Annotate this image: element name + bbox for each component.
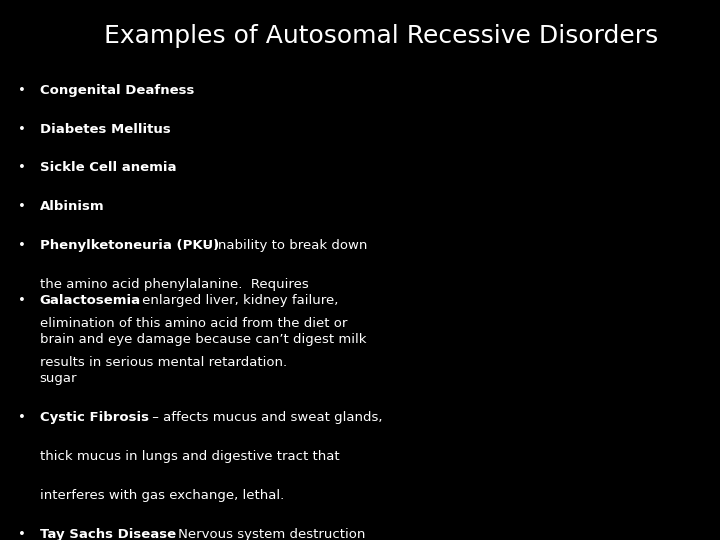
Text: – affects mucus and sweat glands,: – affects mucus and sweat glands,	[148, 411, 383, 424]
Text: Diabetes Mellitus: Diabetes Mellitus	[40, 123, 171, 136]
Text: Cystic Fibrosis: Cystic Fibrosis	[40, 411, 148, 424]
Text: results in serious mental retardation.: results in serious mental retardation.	[40, 356, 287, 369]
Text: – Inability to break down: – Inability to break down	[199, 239, 368, 252]
Text: •: •	[18, 84, 26, 97]
Text: Galactosemia: Galactosemia	[40, 294, 140, 307]
Text: thick mucus in lungs and digestive tract that: thick mucus in lungs and digestive tract…	[40, 450, 339, 463]
Text: Phenylketoneuria (PKU): Phenylketoneuria (PKU)	[40, 239, 219, 252]
Text: •: •	[18, 200, 26, 213]
Text: brain and eye damage because can’t digest milk: brain and eye damage because can’t diges…	[40, 333, 366, 346]
Text: – Nervous system destruction: – Nervous system destruction	[163, 528, 365, 540]
Text: •: •	[18, 239, 26, 252]
Text: Albinism: Albinism	[40, 200, 104, 213]
Text: the amino acid phenylalanine.  Requires: the amino acid phenylalanine. Requires	[40, 278, 308, 291]
Text: Sickle Cell anemia: Sickle Cell anemia	[40, 161, 176, 174]
Text: •: •	[18, 294, 26, 307]
Text: •: •	[18, 528, 26, 540]
Text: sugar: sugar	[40, 372, 77, 385]
Text: •: •	[18, 123, 26, 136]
Text: Congenital Deafness: Congenital Deafness	[40, 84, 194, 97]
Text: interferes with gas exchange, lethal.: interferes with gas exchange, lethal.	[40, 489, 284, 502]
Text: Tay Sachs Disease: Tay Sachs Disease	[40, 528, 176, 540]
Text: elimination of this amino acid from the diet or: elimination of this amino acid from the …	[40, 317, 347, 330]
Text: •: •	[18, 411, 26, 424]
Text: Examples of Autosomal Recessive Disorders: Examples of Autosomal Recessive Disorder…	[104, 24, 659, 48]
Text: •: •	[18, 161, 26, 174]
Text: – enlarged liver, kidney failure,: – enlarged liver, kidney failure,	[127, 294, 338, 307]
